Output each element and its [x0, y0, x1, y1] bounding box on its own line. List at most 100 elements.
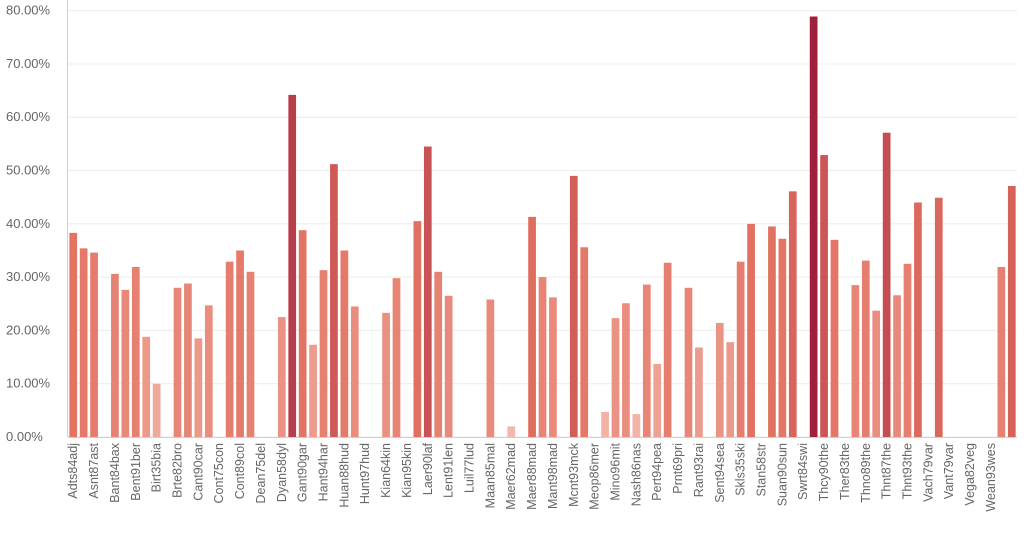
bar[interactable]	[830, 239, 839, 437]
x-tick-label: Sent94sea	[713, 443, 727, 503]
bar[interactable]	[1007, 185, 1016, 437]
bar[interactable]	[121, 289, 130, 437]
bar[interactable]	[69, 232, 78, 437]
bar[interactable]	[236, 250, 244, 437]
bar[interactable]	[528, 216, 536, 437]
x-tick-label: Wean93wes	[984, 443, 998, 512]
bar[interactable]	[569, 175, 578, 437]
x-tick-label: Ther83the	[838, 443, 852, 500]
bar[interactable]	[736, 261, 745, 437]
bar[interactable]	[486, 299, 495, 438]
bar[interactable]	[413, 221, 422, 437]
x-tick-label: Pert94pea	[650, 443, 664, 501]
bar[interactable]	[204, 305, 213, 437]
x-tick-label: Thcy90the	[817, 443, 831, 501]
x-tick-label: Cont75con	[212, 443, 226, 504]
x-tick-label: Kian95kin	[400, 443, 414, 498]
bar[interactable]	[538, 277, 547, 437]
y-tick-label: 40.00%	[6, 216, 51, 231]
bar[interactable]	[277, 317, 286, 437]
x-tick-label: Mino96mit	[609, 442, 623, 500]
bar[interactable]	[903, 263, 912, 437]
bar[interactable]	[423, 146, 432, 438]
bar[interactable]	[142, 336, 151, 437]
bar[interactable]	[549, 297, 557, 437]
x-tick-label: Stan58str	[755, 443, 769, 497]
bar[interactable]	[288, 94, 297, 438]
bar[interactable]	[225, 261, 234, 437]
bar[interactable]	[392, 278, 401, 437]
x-tick-label: Maan85mal	[483, 443, 497, 508]
bar[interactable]	[622, 303, 630, 437]
bar[interactable]	[893, 295, 901, 437]
bar[interactable]	[507, 426, 516, 437]
bar[interactable]	[350, 306, 359, 437]
x-tick-label: Swrt84swi	[796, 443, 810, 500]
bar[interactable]	[173, 287, 182, 437]
x-tick-label: Dean75del	[254, 443, 268, 503]
bar[interactable]	[580, 247, 589, 437]
y-tick-label: 10.00%	[6, 376, 51, 391]
x-tick-label: Cont89col	[233, 443, 247, 499]
x-tick-label: Huan88hud	[337, 443, 351, 508]
bar[interactable]	[851, 285, 860, 437]
bar[interactable]	[642, 284, 651, 437]
bar[interactable]	[79, 248, 88, 437]
x-tick-label: Gant90gar	[296, 443, 310, 502]
bar[interactable]	[809, 16, 818, 438]
x-tick-label: Thnt87the	[880, 443, 894, 499]
bar[interactable]	[726, 342, 735, 437]
bar[interactable]	[601, 411, 609, 437]
bar[interactable]	[111, 273, 119, 437]
bar[interactable]	[914, 202, 922, 437]
x-tick-label: Laer90laf	[421, 442, 435, 495]
bar[interactable]	[152, 383, 161, 437]
bar[interactable]	[340, 250, 349, 437]
bar[interactable]	[632, 414, 641, 437]
bar[interactable]	[330, 164, 338, 437]
bar[interactable]	[131, 267, 140, 437]
bar[interactable]	[872, 310, 881, 437]
bar[interactable]	[882, 132, 891, 437]
bar[interactable]	[684, 287, 693, 437]
bar[interactable]	[434, 271, 443, 437]
bar[interactable]	[246, 271, 255, 437]
bar[interactable]	[695, 347, 703, 437]
bar[interactable]	[747, 223, 755, 437]
y-axis: 0.00% 10.00% 20.00% 30.00% 40.00% 50.00% 60.00…	[6, 3, 51, 444]
y-tick-label: 30.00%	[6, 269, 51, 284]
bar[interactable]	[653, 363, 662, 437]
bar[interactable]	[444, 295, 453, 437]
x-tick-label: Vant79var	[942, 443, 956, 499]
bar[interactable]	[778, 238, 787, 437]
bar[interactable]	[611, 318, 620, 437]
bar[interactable]	[90, 252, 98, 437]
bar[interactable]	[298, 230, 307, 437]
bar[interactable]	[788, 191, 797, 437]
x-tick-label: Rant93rai	[692, 443, 706, 497]
y-tick-label: 0.00%	[6, 429, 43, 444]
bar[interactable]	[715, 322, 724, 437]
x-tick-label: Asnt87ast	[87, 442, 101, 498]
bar[interactable]	[382, 312, 390, 437]
bar[interactable]	[319, 270, 328, 437]
x-tick-label: Vach79var	[921, 443, 935, 502]
x-tick-label: Mant98mad	[546, 443, 560, 509]
x-tick-label: Adts84adj	[66, 443, 80, 499]
x-tick-label: Bant84bax	[108, 442, 122, 503]
bar[interactable]	[194, 338, 203, 437]
bar[interactable]	[768, 226, 776, 437]
bar[interactable]	[934, 197, 943, 437]
x-tick-label: Vega82veg	[963, 443, 977, 506]
x-tick-label: Skls35ski	[734, 443, 748, 496]
bar[interactable]	[663, 262, 672, 437]
x-tick-label: Thno89the	[859, 443, 873, 503]
bar[interactable]	[997, 267, 1006, 437]
x-tick-label: Thnt93the	[901, 443, 915, 499]
x-tick-label: Mcnt93mck	[567, 442, 581, 507]
bar[interactable]	[861, 260, 870, 437]
y-tick-label: 70.00%	[6, 56, 51, 71]
bar[interactable]	[820, 155, 828, 437]
bar[interactable]	[184, 283, 192, 437]
bar[interactable]	[309, 344, 317, 437]
